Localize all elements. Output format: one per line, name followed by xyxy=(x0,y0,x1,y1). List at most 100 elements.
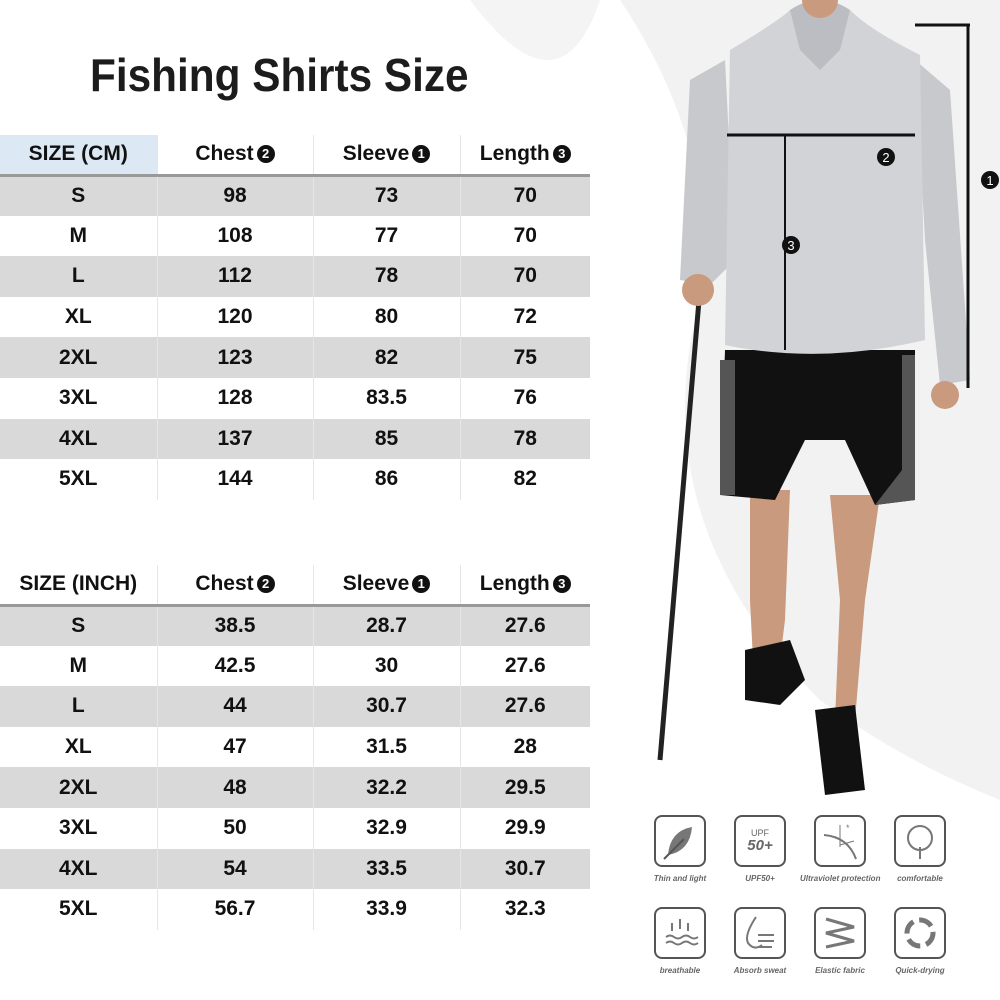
table-row: XL 47 31.5 28 xyxy=(0,726,590,768)
length-cell: 28 xyxy=(459,726,590,768)
model-photo xyxy=(657,0,970,795)
sleeve-cell: 73 xyxy=(312,175,460,216)
size-cell: S xyxy=(0,175,157,216)
sleeve-cell: 83.5 xyxy=(312,377,460,419)
chest-cell: 108 xyxy=(156,215,313,257)
size-cell: 4XL xyxy=(0,418,157,460)
size-cell: XL xyxy=(64,305,92,329)
chest-cell: 112 xyxy=(156,256,313,297)
feature-item: comfortable xyxy=(880,815,960,883)
header-sleeve: Sleeve 1 xyxy=(312,565,460,605)
length-cell: 75 xyxy=(459,337,590,378)
feature-item: Thin and light xyxy=(640,815,720,883)
table-header: SIZE (CM) Chest 2 Sleeve 1 Length 3 xyxy=(0,135,590,175)
right-shoe xyxy=(815,705,865,795)
size-table-inch: SIZE (INCH) Chest 2 Sleeve 1 Length 3 S 38.5… xyxy=(0,565,590,930)
sleeve-cell: 30.7 xyxy=(312,686,460,727)
header-size: SIZE (CM) xyxy=(0,135,157,175)
table-row: 3XL 128 83.5 76 xyxy=(0,377,590,419)
chest-cell: 56.7 xyxy=(156,889,313,930)
chest-cell: 54 xyxy=(156,848,313,890)
sleeve-cell: 30 xyxy=(312,645,460,687)
sleeve-cell: 32.2 xyxy=(312,767,460,808)
header-sleeve: Sleeve 1 xyxy=(312,135,460,175)
chest-cell: 123 xyxy=(156,337,313,378)
chest-cell: 48 xyxy=(156,767,313,808)
size-cell: M xyxy=(69,223,88,247)
length-cell: 70 xyxy=(459,175,590,216)
header-chest: Chest 2 xyxy=(156,135,313,175)
table-row: XL 120 80 72 xyxy=(0,296,590,338)
size-cell: 4XL xyxy=(0,848,157,890)
header-chest: Chest 2 xyxy=(156,565,313,605)
page-title: Fishing Shirts Size xyxy=(90,49,469,101)
quick-dry-icon xyxy=(894,907,946,959)
length-cell: 70 xyxy=(459,256,590,297)
sleeve-cell: 28.7 xyxy=(312,605,460,646)
table-row: M 108 77 70 xyxy=(0,215,590,257)
chest-cell: 38.5 xyxy=(156,605,313,646)
table-row: 5XL 144 86 82 xyxy=(0,459,590,500)
length-cell: 27.6 xyxy=(459,605,590,646)
length-cell: 78 xyxy=(459,418,590,460)
feather-icon xyxy=(654,815,706,867)
chest-cell: 42.5 xyxy=(156,645,313,687)
sleeve-cell: 31.5 xyxy=(312,726,460,768)
length-cell: 72 xyxy=(459,296,590,338)
size-cell: 3XL xyxy=(58,386,98,410)
length-cell: 27.6 xyxy=(459,645,590,687)
feature-label: comfortable xyxy=(897,874,943,883)
size-cell: L xyxy=(0,686,157,727)
marker-1: 1 xyxy=(412,144,431,163)
header-length: Length 3 xyxy=(459,565,590,605)
feature-item: breathable xyxy=(640,907,720,975)
chest-cell: 144 xyxy=(156,459,313,500)
chest-cell: 50 xyxy=(156,807,313,849)
size-cell: S xyxy=(0,605,157,646)
table-row: 4XL 54 33.5 30.7 xyxy=(0,848,590,890)
marker-2: 2 xyxy=(256,144,275,163)
length-cell: 70 xyxy=(459,215,590,257)
sleeve-cell: 33.5 xyxy=(312,848,460,890)
feature-label: Quick-drying xyxy=(895,966,945,975)
table-row: L 44 30.7 27.6 xyxy=(0,686,590,727)
length-cell: 29.5 xyxy=(459,767,590,808)
marker-3: 3 xyxy=(782,236,800,254)
length-cell: 76 xyxy=(459,377,590,419)
size-cell: L xyxy=(0,256,157,297)
uv-icon: * xyxy=(814,815,866,867)
size-cell: 5XL xyxy=(58,467,98,491)
elastic-icon xyxy=(814,907,866,959)
table-header: SIZE (INCH) Chest 2 Sleeve 1 Length 3 xyxy=(0,565,590,605)
size-cell: M xyxy=(69,653,88,677)
feature-label: Ultraviolet protection xyxy=(800,874,881,883)
size-cell: XL xyxy=(64,735,92,759)
feature-item: * Ultraviolet protection xyxy=(800,815,880,883)
sleeve-cell: 33.9 xyxy=(312,889,460,930)
header-size: SIZE (INCH) xyxy=(19,572,138,596)
sleeve-cell: 77 xyxy=(312,215,460,257)
length-cell: 32.3 xyxy=(459,889,590,930)
table-row: 5XL 56.7 33.9 32.3 xyxy=(0,889,590,930)
breathable-icon xyxy=(654,907,706,959)
marker-2: 2 xyxy=(256,574,275,593)
chest-cell: 44 xyxy=(156,686,313,727)
sleeve-cell: 80 xyxy=(312,296,460,338)
chest-cell: 47 xyxy=(156,726,313,768)
table-row: 2XL 48 32.2 29.5 xyxy=(0,767,590,808)
sleeve-cell: 86 xyxy=(312,459,460,500)
chest-cell: 120 xyxy=(156,296,313,338)
table-row: M 42.5 30 27.6 xyxy=(0,645,590,687)
marker-3: 3 xyxy=(552,144,571,163)
table-row: L 112 78 70 xyxy=(0,256,590,297)
table-row: S 38.5 28.7 27.6 xyxy=(0,605,590,646)
table-row: 2XL 123 82 75 xyxy=(0,337,590,378)
sleeve-cell: 32.9 xyxy=(312,807,460,849)
chest-cell: 98 xyxy=(156,175,313,216)
shorts xyxy=(720,350,915,505)
table-row: S 98 73 70 xyxy=(0,175,590,216)
hooded-shirt xyxy=(725,10,925,354)
length-cell: 29.9 xyxy=(459,807,590,849)
table-row: 4XL 137 85 78 xyxy=(0,418,590,460)
feature-item: UPF 50+ UPF50+ xyxy=(720,815,800,883)
